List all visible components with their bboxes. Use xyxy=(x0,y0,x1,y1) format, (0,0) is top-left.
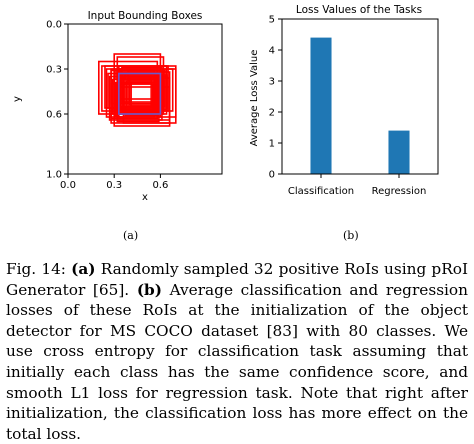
subfigure-label-a: (a) xyxy=(123,229,139,242)
loss-bar xyxy=(388,130,410,174)
bbox-y-axis-label: y xyxy=(12,96,23,102)
bbox-x-tick-label: 0.3 xyxy=(106,180,122,191)
caption-a-text: Randomly sampled 32 positive RoIs using … xyxy=(6,260,468,299)
figure-canvas: Input Bounding Boxes 0.0 0.3 0.6 0.0 0.3 0.6… xyxy=(12,4,439,203)
loss-y-tick-label: 3 xyxy=(269,77,275,88)
caption-b-text: Average classification and regression lo… xyxy=(6,280,468,443)
loss-chart-title: Loss Values of the Tasks xyxy=(296,4,422,16)
bbox-x-tick-label: 0.6 xyxy=(152,180,168,191)
bbox-x-tick-label: 0.0 xyxy=(60,180,76,191)
caption-prefix: Fig. 14: xyxy=(6,260,72,278)
bbox-y-tick-label: 0.3 xyxy=(46,65,62,76)
bounding-box xyxy=(122,77,171,124)
bbox-x-ticks: 0.0 0.3 0.6 xyxy=(60,174,168,191)
loss-bar-chart: Loss Values of the Tasks 0 1 2 3 4 5 Classifi… xyxy=(249,4,439,197)
bounding-box-plot: Input Bounding Boxes 0.0 0.3 0.6 0.0 0.3 0.6… xyxy=(12,10,223,203)
loss-y-axis-label: Average Loss Value xyxy=(249,50,260,147)
highlighted-bounding-box xyxy=(118,72,162,115)
bounding-box xyxy=(110,69,156,105)
bbox-y-ticks: 0.0 0.3 0.6 1.0 xyxy=(46,20,68,181)
loss-y-tick-label: 2 xyxy=(269,108,275,119)
loss-bar xyxy=(310,37,332,174)
bbox-plot-frame xyxy=(67,23,223,175)
bbox-x-axis-label: x xyxy=(142,192,148,203)
loss-y-tick-label: 0 xyxy=(269,170,275,181)
bounding-box xyxy=(119,68,174,112)
loss-y-tick-label: 1 xyxy=(269,139,275,150)
caption-b-label: (b) xyxy=(136,280,162,299)
subfigure-label-b: (b) xyxy=(343,229,359,242)
bbox-y-tick-label: 0.0 xyxy=(46,20,62,31)
loss-x-tick-label: Regression xyxy=(372,186,427,197)
loss-chart-frame xyxy=(281,18,439,175)
bbox-y-tick-label: 0.6 xyxy=(46,110,62,121)
loss-x-ticks: Classification Regression xyxy=(288,174,426,197)
loss-y-ticks: 0 1 2 3 4 5 xyxy=(269,15,282,181)
bbox-plot-title: Input Bounding Boxes xyxy=(88,10,203,22)
loss-x-tick-label: Classification xyxy=(288,186,354,197)
loss-bars xyxy=(310,37,410,174)
bounding-boxes xyxy=(98,53,177,127)
caption-a-label: (a) xyxy=(71,260,96,278)
loss-y-tick-label: 4 xyxy=(269,46,275,57)
figure-caption: Fig. 14: (a) Randomly sampled 32 positiv… xyxy=(6,259,468,444)
loss-y-tick-label: 5 xyxy=(269,15,275,26)
bbox-y-tick-label: 1.0 xyxy=(46,170,62,181)
bounding-box xyxy=(130,81,163,114)
bounding-box xyxy=(113,74,168,111)
